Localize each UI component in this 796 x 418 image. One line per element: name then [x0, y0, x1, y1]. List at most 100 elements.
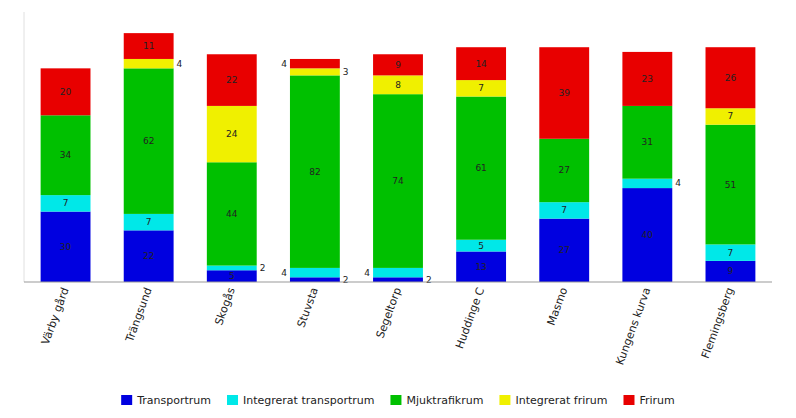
x-tick-labels: Värby gårdTrängsundSkogåsStuvstaSegeltor…: [39, 285, 737, 366]
data-label: 13: [475, 262, 486, 272]
data-label: 2: [343, 275, 349, 285]
data-label: 5: [478, 241, 484, 251]
data-label: 11: [143, 41, 154, 51]
bar-segment: [622, 106, 672, 179]
data-label: 3: [343, 67, 349, 77]
bar-segment: [706, 261, 756, 282]
x-tick-label: Segeltorp: [374, 286, 404, 340]
bar-segment: [539, 139, 589, 202]
bar-segment: [290, 268, 340, 277]
bar-segment: [207, 266, 257, 271]
legend-item: Frirum: [623, 394, 674, 407]
legend-label: Integrerat transportrum: [243, 394, 374, 407]
data-label: 82: [309, 167, 320, 177]
data-label: 62: [143, 136, 154, 146]
data-label: 7: [728, 248, 734, 258]
bar-segment: [706, 47, 756, 108]
legend-swatch: [227, 395, 238, 405]
data-label: 4: [281, 268, 287, 278]
bar-segment: [41, 68, 91, 115]
bar-segment: [373, 277, 423, 282]
data-label: 39: [558, 88, 570, 98]
data-label: 31: [642, 137, 653, 147]
data-label: 9: [728, 266, 734, 276]
bar-segment: [207, 270, 257, 282]
data-label: 7: [63, 198, 69, 208]
bar-segment: [124, 59, 174, 68]
bar-segment: [456, 97, 506, 240]
bar-segment: [456, 80, 506, 96]
bar-segment: [622, 188, 672, 282]
bar-segment: [41, 195, 91, 211]
data-label: 9: [395, 60, 401, 70]
data-label: 4: [281, 59, 287, 69]
legend-item: Transportrum: [121, 394, 211, 407]
bar-segment: [706, 108, 756, 124]
bar-segment: [456, 251, 506, 282]
data-label: 5: [229, 271, 235, 281]
bar-segment: [539, 219, 589, 282]
legend-label: Integrerat frirum: [515, 394, 607, 407]
data-label: 26: [725, 73, 737, 83]
bar-segment: [706, 244, 756, 260]
bar-segment: [373, 75, 423, 94]
data-label: 24: [226, 129, 238, 139]
bar-segment: [456, 240, 506, 252]
bar-segment: [124, 33, 174, 59]
data-label: 27: [558, 165, 569, 175]
legend-swatch: [499, 395, 510, 405]
legend-item: Integrerat frirum: [499, 394, 607, 407]
bar-segment: [290, 68, 340, 75]
x-tick-label: Flemingsberg: [699, 286, 737, 361]
data-label: 2: [260, 263, 266, 273]
legend-label: Frirum: [639, 394, 674, 407]
data-label: 40: [642, 230, 654, 240]
legend-label: Mjuktrafikrum: [406, 394, 483, 407]
data-label: 74: [392, 176, 404, 186]
bar-segment: [124, 214, 174, 230]
data-label: 8: [395, 80, 401, 90]
data-label: 34: [60, 150, 72, 160]
bar-segment: [622, 52, 672, 106]
data-label: 51: [725, 180, 736, 190]
data-label: 23: [642, 74, 653, 84]
legend-label: Transportrum: [136, 394, 211, 407]
legend-swatch: [390, 395, 401, 405]
bar-segment: [290, 277, 340, 282]
x-tick-label: Huddinge C: [453, 285, 487, 350]
data-label: 7: [146, 217, 152, 227]
data-label: 22: [143, 251, 154, 261]
legend-item: Mjuktrafikrum: [390, 394, 483, 407]
data-label: 44: [226, 209, 238, 219]
bar-segment: [124, 230, 174, 282]
bar-segment: [373, 268, 423, 277]
bar-segment: [622, 179, 672, 188]
data-label: 7: [728, 111, 734, 121]
bar-segment: [373, 94, 423, 268]
legend-swatch: [121, 395, 132, 405]
legend-item: Integrerat transportrum: [227, 394, 374, 407]
data-label: 30: [60, 242, 72, 252]
data-label: 27: [558, 245, 569, 255]
x-tick-label: Masmo: [545, 286, 571, 328]
x-tick-label: Kungens kurva: [613, 286, 653, 367]
bar-segment: [373, 54, 423, 75]
x-tick-label: Värby gård: [39, 286, 72, 347]
bars: [41, 33, 756, 282]
bar-segment: [456, 47, 506, 80]
bar-segment: [41, 115, 91, 195]
data-label: 22: [226, 75, 237, 85]
bar-segment: [41, 212, 91, 282]
x-tick-label: Stuvsta: [295, 286, 321, 330]
legend-swatch: [623, 395, 634, 405]
data-labels: 3073420227624115244242224823424748913561…: [60, 41, 737, 285]
data-label: 4: [364, 268, 370, 278]
y-range-line: [24, 12, 25, 282]
chart: 3073420227624115244242224823424748913561…: [0, 0, 796, 418]
bar-segment: [124, 68, 174, 214]
data-label: 61: [475, 163, 486, 173]
bar-segment: [207, 162, 257, 265]
bar-segment: [207, 54, 257, 106]
data-label: 4: [675, 178, 681, 188]
chart-container: 3073420227624115244242224823424748913561…: [0, 0, 796, 418]
